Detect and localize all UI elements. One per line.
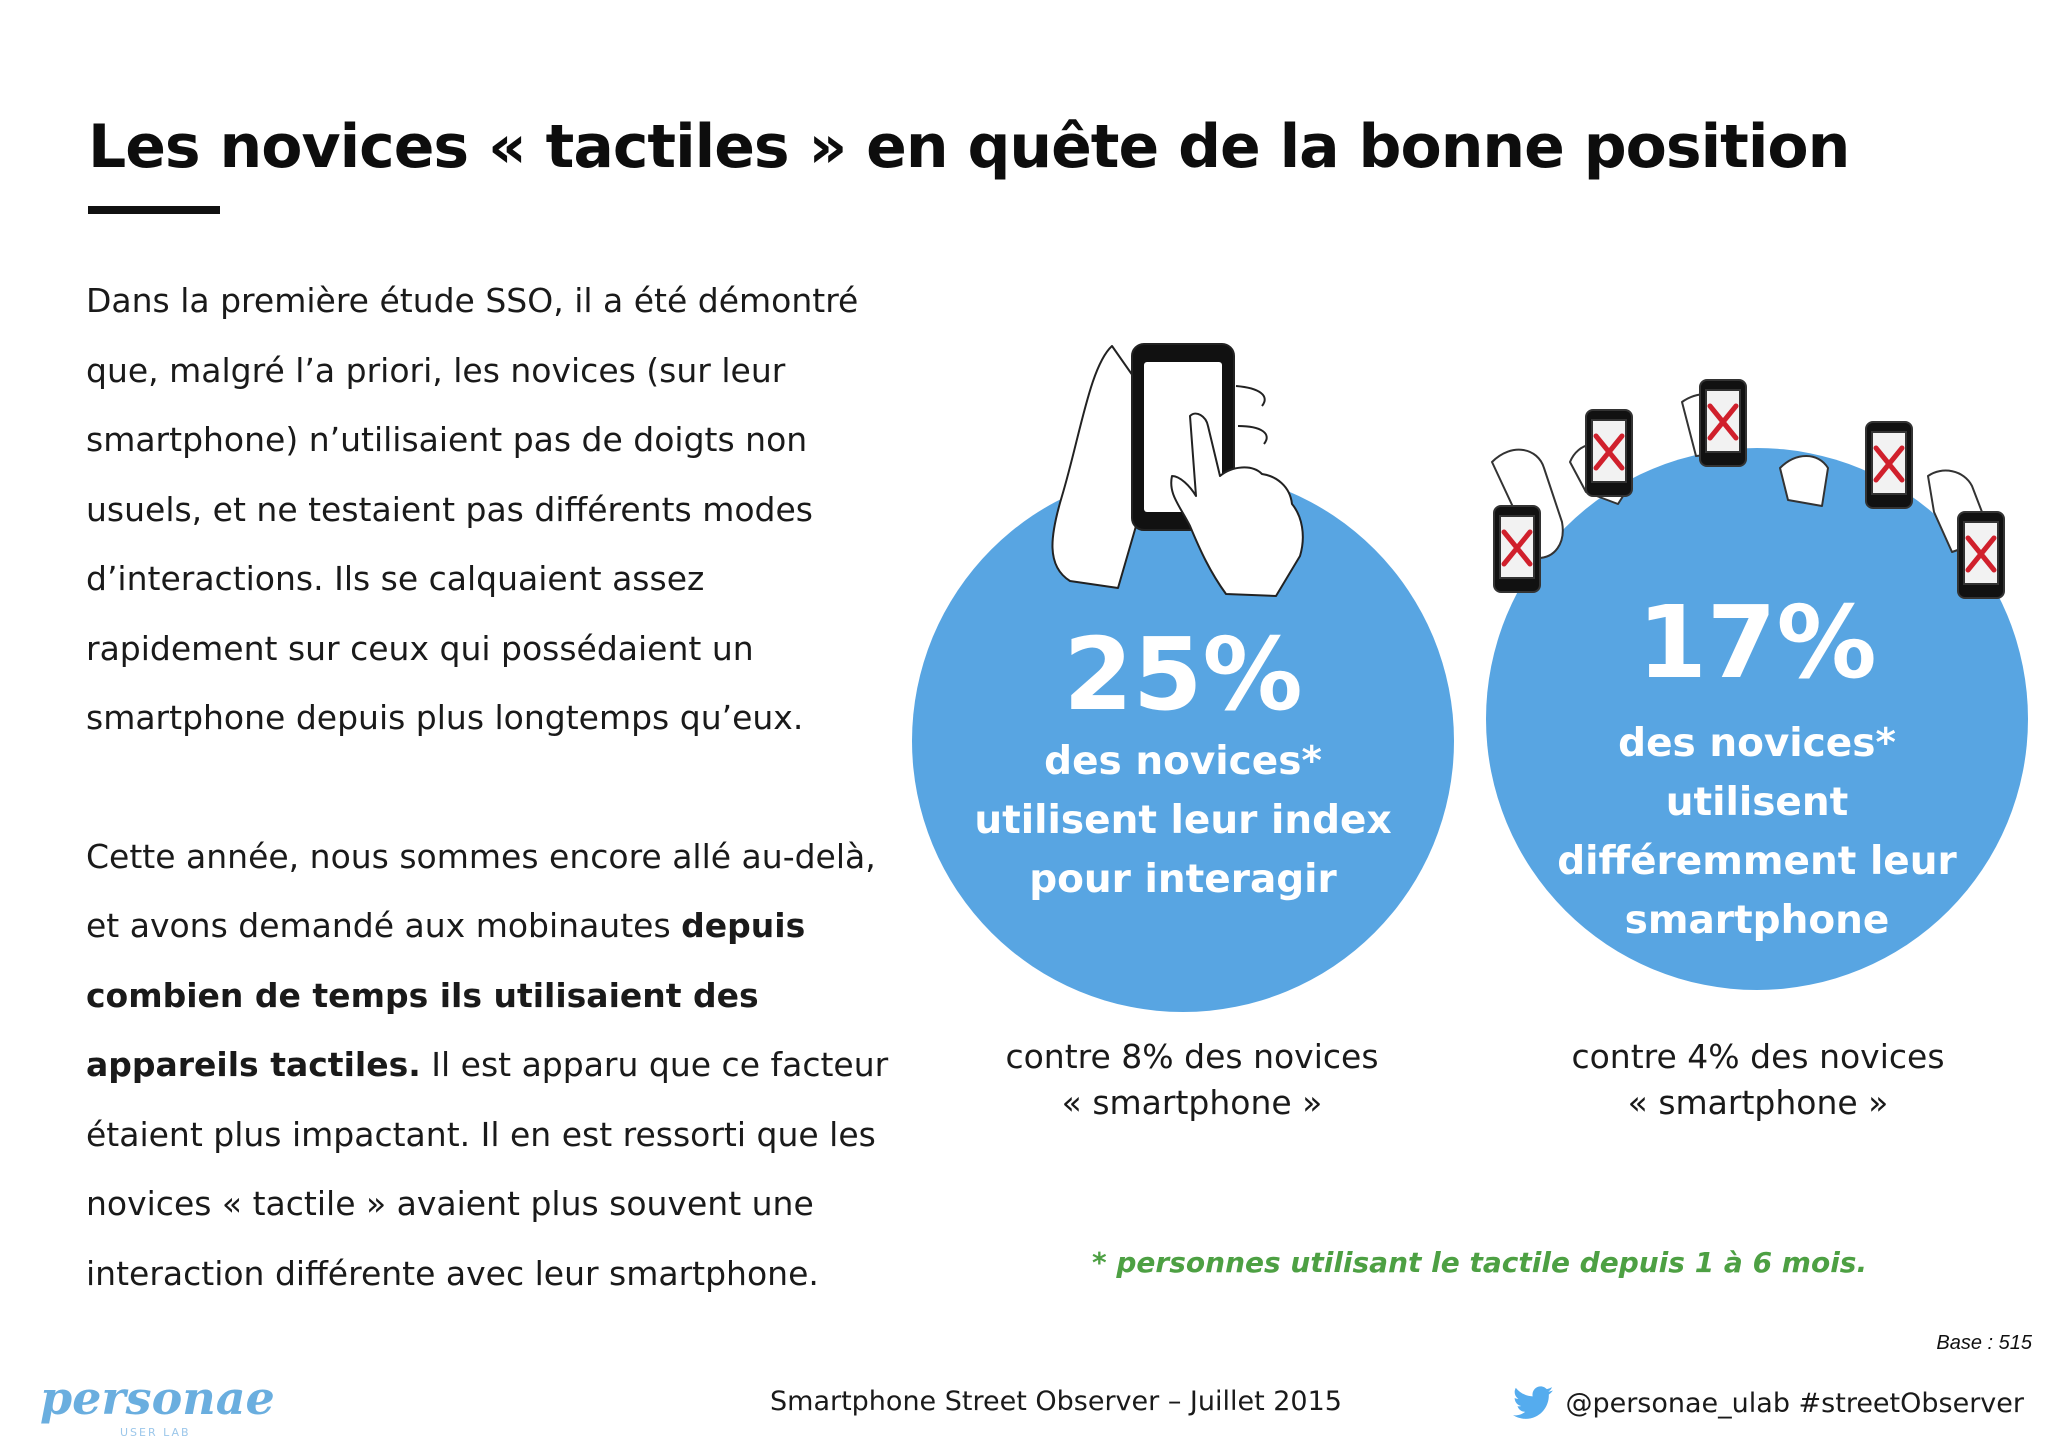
title-underline bbox=[88, 206, 220, 214]
paragraph-1: Dans la première étude SSO, il a été dém… bbox=[86, 281, 859, 737]
paragraph-2-end: Il est apparu que ce facteur étaient plu… bbox=[86, 1045, 889, 1293]
stat-description: des novices* utilisent différemment leur… bbox=[1557, 721, 1957, 943]
comparison-line-1: contre 8% des novices bbox=[1005, 1037, 1379, 1076]
paragraph-2: Cette année, nous sommes encore allé au-… bbox=[86, 822, 906, 1309]
stat-comparison-1: contre 8% des novices « smartphone » bbox=[962, 1034, 1422, 1126]
stat-percent: 17% bbox=[1637, 584, 1877, 701]
stat-description: des novices* utilisent leur index pour i… bbox=[974, 739, 1392, 902]
svg-text:USER LAB: USER LAB bbox=[120, 1426, 191, 1439]
sample-base: Base : 515 bbox=[1936, 1332, 2032, 1354]
comparison-line-1: contre 4% des novices bbox=[1571, 1037, 1945, 1076]
hand-holding-phone-icon bbox=[1051, 343, 1304, 597]
footer-social-text: @personae_ulab #streetObserver bbox=[1565, 1387, 2024, 1419]
comparison-line-2: « smartphone » bbox=[1061, 1083, 1323, 1122]
stat-circle-index: 25% des novices* utilisent leur index po… bbox=[912, 470, 1454, 1012]
personae-logo: personae USER LAB bbox=[40, 1372, 275, 1439]
footer-source: Smartphone Street Observer – Juillet 201… bbox=[770, 1386, 1342, 1417]
stat-percent: 25% bbox=[1063, 616, 1303, 733]
paragraph-2-start: Cette année, nous sommes encore allé au-… bbox=[86, 836, 876, 946]
footnote: * personnes utilisant le tactile depuis … bbox=[1092, 1246, 1868, 1279]
paragraph-2-bold: depuis combien de temps ils utilisaient … bbox=[86, 906, 806, 1084]
comparison-line-2: « smartphone » bbox=[1627, 1083, 1889, 1122]
body-text: Dans la première étude SSO, il a été dém… bbox=[86, 266, 906, 1308]
stat-comparison-2: contre 4% des novices « smartphone » bbox=[1528, 1034, 1988, 1126]
stat-circle-different: 17% des novices* utilisent différemment … bbox=[1486, 448, 2028, 990]
multiple-phones-x-icon bbox=[1491, 379, 2005, 599]
page-title: Les novices « tactiles » en quête de la … bbox=[88, 112, 1850, 182]
twitter-bird-icon bbox=[1513, 1386, 1554, 1419]
footer-social: @personae_ulab #streetObserver bbox=[1513, 1386, 2024, 1420]
svg-text:personae: personae bbox=[40, 1372, 275, 1425]
